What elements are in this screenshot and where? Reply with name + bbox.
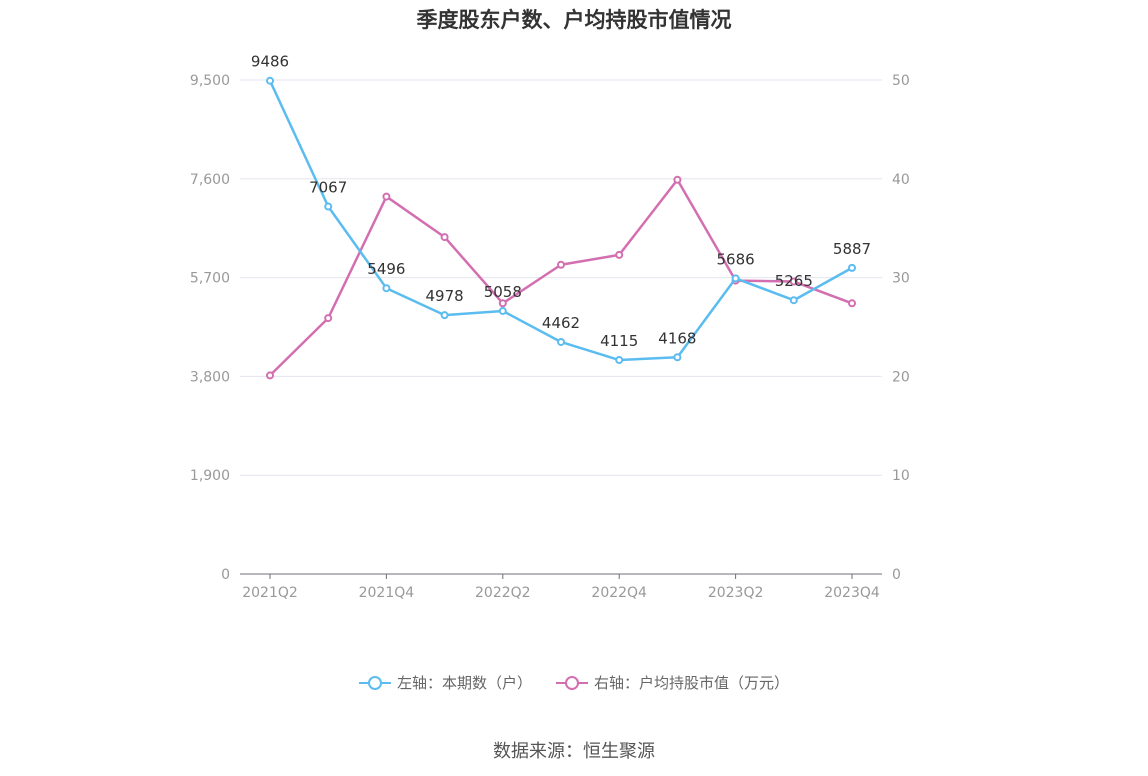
data-point-left — [440, 311, 449, 320]
data-label: 4462 — [542, 314, 580, 332]
data-point-right — [324, 314, 333, 323]
left-axis-tick-label: 3,800 — [190, 369, 230, 385]
x-axis-tick-label: 2022Q2 — [475, 585, 531, 601]
left-axis-tick-label: 9,500 — [190, 73, 230, 89]
legend-label-left: 左轴：本期数（户） — [396, 674, 532, 692]
data-point-left — [324, 202, 333, 211]
legend-label-right: 右轴：户均持股市值（万元） — [594, 674, 790, 692]
data-label: 5686 — [717, 250, 755, 268]
data-point-right — [266, 371, 274, 380]
data-label: 5887 — [833, 240, 871, 258]
source-note: 数据来源：恒生聚源 — [493, 741, 655, 762]
legend-item-right[interactable]: 右轴：户均持股市值（万元） — [556, 672, 789, 693]
right-axis-tick-label: 50 — [892, 73, 910, 89]
legend-swatch-right — [556, 675, 588, 690]
chart-title: 季度股东户数、户均持股市值情况 — [416, 8, 732, 32]
right-axis-tick-label: 0 — [892, 567, 901, 583]
left-axis-tick-label: 5,700 — [190, 271, 230, 287]
x-axis-tick-label: 2023Q4 — [824, 585, 880, 601]
right-axis-tick-label: 10 — [892, 468, 910, 484]
data-label: 5496 — [367, 260, 405, 278]
data-point-right — [615, 250, 624, 259]
data-point-right — [498, 299, 507, 308]
legend: 左轴：本期数（户） 右轴：户均持股市值（万元） — [0, 672, 1148, 693]
right-axis-tick-label: 30 — [892, 271, 910, 287]
x-axis-tick-label: 2023Q2 — [708, 585, 764, 601]
data-point-right — [440, 233, 449, 242]
data-point-left — [848, 263, 856, 272]
data-label: 4115 — [600, 332, 638, 350]
axes: 0 1,900 3,800 5,700 7,600 9,500 0 10 20 30 40 50 202… — [190, 73, 910, 601]
x-axis-tick-label: 2021Q4 — [359, 585, 415, 601]
data-labels: 9486 7067 5496 4978 5058 4462 4115 4168 5686 5265… — [251, 53, 871, 350]
legend-swatch-left — [358, 675, 391, 690]
data-point-right — [789, 277, 798, 286]
data-point-left — [557, 337, 565, 346]
data-label: 4168 — [658, 329, 696, 347]
right-axis-tick-label: 20 — [892, 369, 910, 385]
left-axis-tick-label: 1,900 — [190, 468, 230, 484]
left-axis-tick-label: 7,600 — [190, 172, 230, 188]
data-point-left — [789, 296, 798, 305]
data-point-left — [731, 274, 740, 283]
data-point-left — [673, 353, 682, 362]
data-label: 9486 — [251, 53, 289, 71]
legend-item-left[interactable]: 左轴：本期数（户） — [358, 672, 532, 693]
data-point-left — [266, 76, 274, 85]
right-axis-tick-label: 40 — [892, 172, 910, 188]
data-point-right — [673, 175, 682, 184]
x-axis-tick-label: 2021Q2 — [242, 585, 298, 601]
data-point-left — [382, 284, 391, 293]
chart-canvas: 0 1,900 3,800 5,700 7,600 9,500 0 10 20 30 40 50 202… — [190, 53, 910, 601]
data-point-left — [615, 356, 624, 365]
data-point-right — [848, 299, 856, 308]
data-label: 4978 — [426, 287, 464, 305]
data-label: 5265 — [775, 272, 813, 290]
x-axis-tick-label: 2022Q4 — [591, 585, 647, 601]
left-axis-tick-label: 0 — [221, 567, 230, 583]
data-point-right — [557, 260, 565, 269]
data-label: 7067 — [309, 179, 347, 197]
series-lines — [266, 76, 856, 380]
data-label: 5058 — [484, 283, 522, 301]
data-point-right — [382, 192, 391, 201]
data-point-left — [498, 306, 507, 315]
